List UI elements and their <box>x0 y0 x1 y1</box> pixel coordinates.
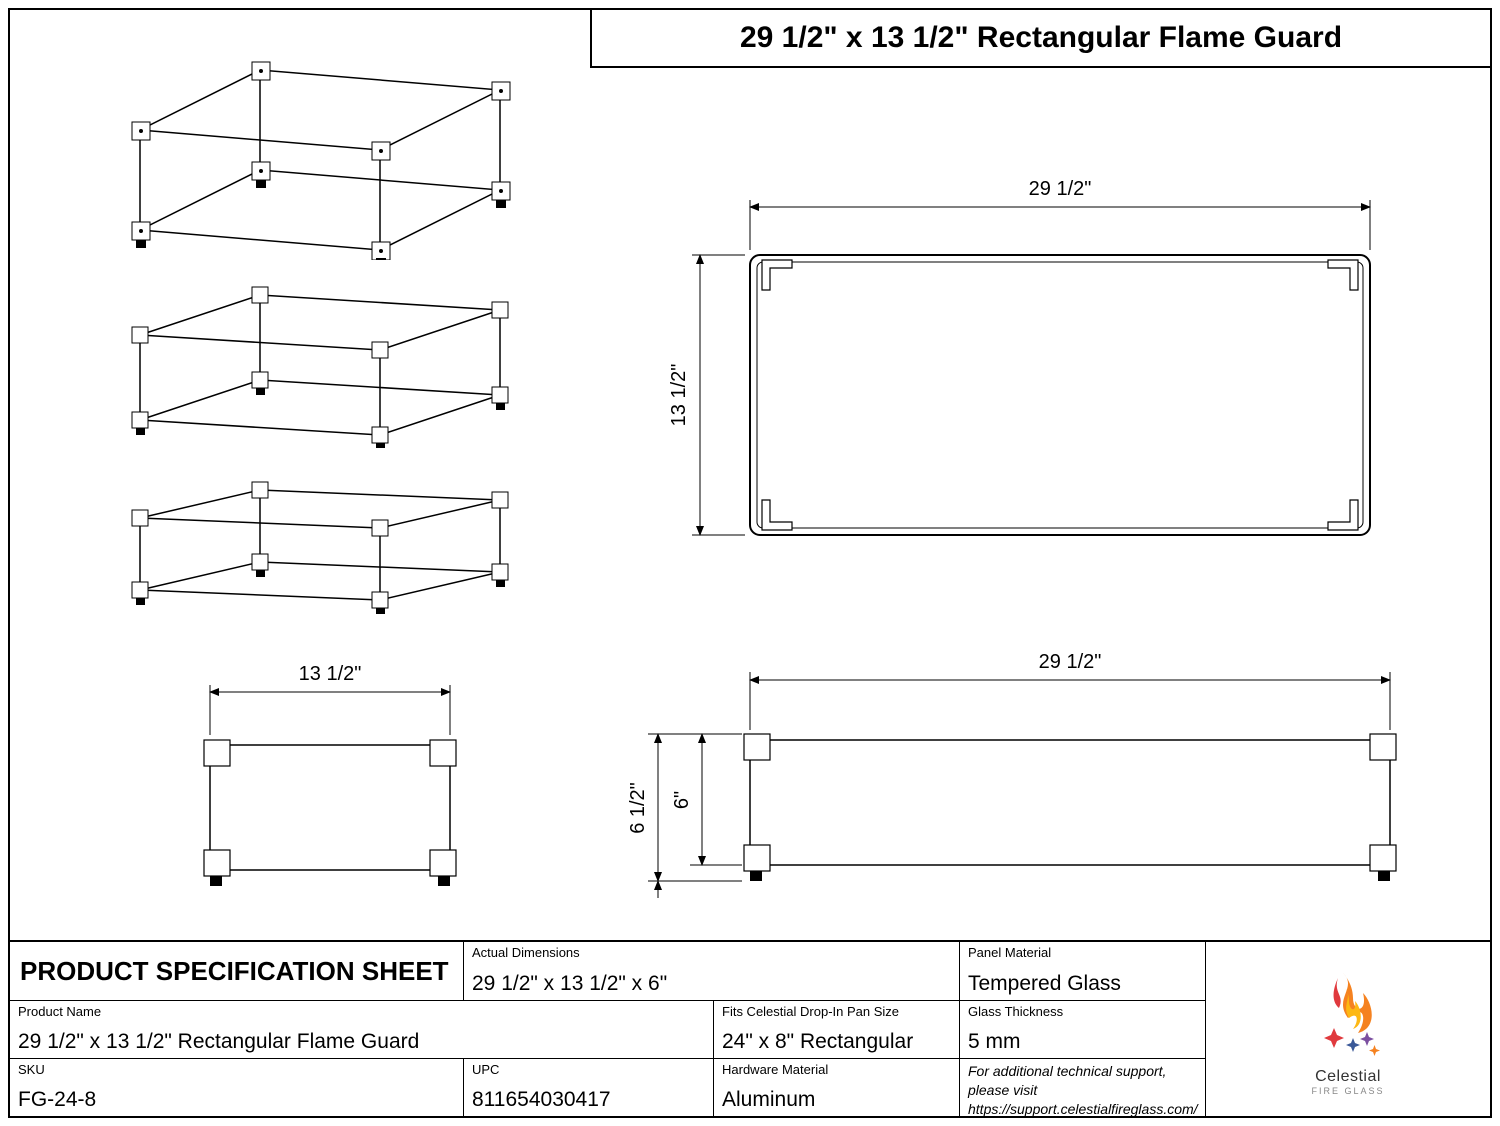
spec-product-name-label: Product Name <box>18 1004 705 1019</box>
brand-logo-cell: Celestial FIRE GLASS <box>1206 942 1490 1116</box>
spec-upc-cell: UPC 811654030417 <box>464 1058 714 1116</box>
front-width-label: 29 1/2" <box>1039 651 1102 673</box>
plan-view: 29 1/2" 13 1/2" <box>630 160 1410 560</box>
spec-panel-mat-label: Panel Material <box>968 945 1197 960</box>
spec-fits-value: 24" x 8" Rectangular <box>722 1030 951 1058</box>
front-height-inner-label: 6" <box>671 791 693 809</box>
spec-glass-th-cell: Glass Thickness 5 mm <box>960 1000 1206 1058</box>
spec-table: PRODUCT SPECIFICATION SHEET Actual Dimen… <box>10 940 1490 1116</box>
spec-support-line1: For additional technical support, please… <box>968 1062 1197 1100</box>
side-view: 13 1/2" <box>160 650 500 910</box>
spec-hardware-label: Hardware Material <box>722 1062 951 1077</box>
drawing-title: 29 1/2" x 13 1/2" Rectangular Flame Guar… <box>740 21 1342 55</box>
plan-width-label: 29 1/2" <box>1029 178 1092 200</box>
spec-panel-mat-value: Tempered Glass <box>968 972 1197 1000</box>
iso-view-1 <box>120 40 520 260</box>
brand-subtitle: FIRE GLASS <box>1303 1086 1393 1096</box>
side-width-label: 13 1/2" <box>299 663 362 685</box>
spec-upc-value: 811654030417 <box>472 1088 705 1116</box>
front-height-outer-label: 6 1/2" <box>627 782 649 834</box>
title-box: 29 1/2" x 13 1/2" Rectangular Flame Guar… <box>590 10 1490 68</box>
flame-icon <box>1303 963 1393 1063</box>
spec-product-name-value: 29 1/2" x 13 1/2" Rectangular Flame Guar… <box>18 1030 705 1058</box>
spec-product-name-cell: Product Name 29 1/2" x 13 1/2" Rectangul… <box>10 1000 714 1058</box>
spec-hardware-value: Aluminum <box>722 1088 951 1116</box>
spec-sku-label: SKU <box>18 1062 455 1077</box>
spec-support-cell: For additional technical support, please… <box>960 1058 1206 1116</box>
spec-header: PRODUCT SPECIFICATION SHEET <box>10 942 464 1000</box>
spec-actual-dims-value: 29 1/2" x 13 1/2" x 6" <box>472 972 951 1000</box>
spec-glass-th-label: Glass Thickness <box>968 1004 1197 1019</box>
spec-sku-cell: SKU FG-24-8 <box>10 1058 464 1116</box>
spec-upc-label: UPC <box>472 1062 705 1077</box>
iso-view-3 <box>120 470 520 620</box>
spec-hardware-cell: Hardware Material Aluminum <box>714 1058 960 1116</box>
brand-name: Celestial <box>1303 1068 1393 1086</box>
drawing-sheet: 29 1/2" x 13 1/2" Rectangular Flame Guar… <box>8 8 1492 1118</box>
spec-sku-value: FG-24-8 <box>18 1088 455 1116</box>
spec-fits-label: Fits Celestial Drop-In Pan Size <box>722 1004 951 1019</box>
front-view: 29 1/2" 6 1/2" 6" <box>610 630 1430 930</box>
iso-view-2 <box>120 280 520 450</box>
spec-actual-dims-cell: Actual Dimensions 29 1/2" x 13 1/2" x 6" <box>464 942 960 1000</box>
spec-actual-dims-label: Actual Dimensions <box>472 945 951 960</box>
spec-glass-th-value: 5 mm <box>968 1030 1197 1058</box>
spec-fits-cell: Fits Celestial Drop-In Pan Size 24" x 8"… <box>714 1000 960 1058</box>
plan-depth-label: 13 1/2" <box>668 364 690 427</box>
spec-panel-mat-cell: Panel Material Tempered Glass <box>960 942 1206 1000</box>
spec-support-line2: https://support.celestialfireglass.com/ <box>968 1100 1197 1116</box>
